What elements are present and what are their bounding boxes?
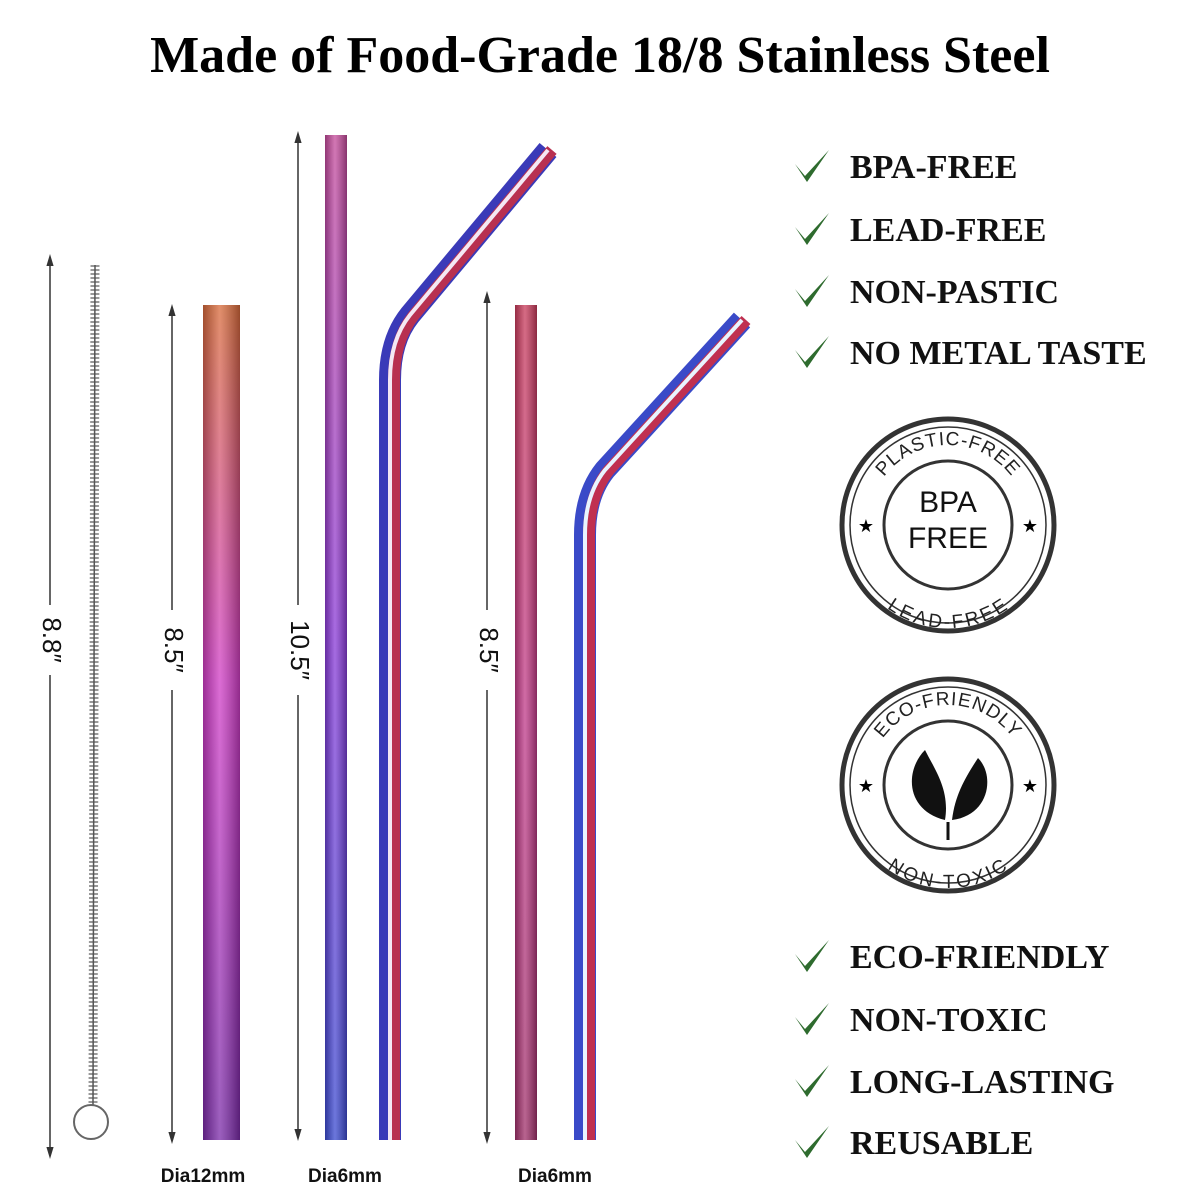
check-icon [795,336,829,368]
dimension-label: 8.5″ [159,627,189,672]
brush [73,264,109,1140]
svg-text:★: ★ [1022,516,1038,536]
svg-text:★: ★ [1022,776,1038,796]
svg-text:★: ★ [858,516,874,536]
feature: LONG-LASTING [850,1064,1115,1101]
feature: NON-TOXIC [850,1002,1048,1039]
check-icon [795,940,829,972]
badge-text: NON-TOXIC [885,855,1011,893]
feature: REUSABLE [850,1125,1033,1162]
feature: LEAD-FREE [850,212,1046,249]
title: Made of Food-Grade 18/8 Stainless Steel [150,27,1050,84]
dimension-label: 8.5″ [474,627,504,672]
badge-text: PLASTIC-FREE [872,429,1023,480]
check-icon [795,213,829,245]
badge-text: BPA [919,486,977,519]
check-icon [795,1126,829,1158]
badge-text: LEAD-FREE [884,594,1011,632]
feature: NON-PASTIC [850,274,1059,311]
check-icon [795,1065,829,1097]
straws [203,135,751,1140]
diameter-label: Dia6mm [518,1166,592,1187]
svg-text:PLASTIC-FREE: PLASTIC-FREE [872,429,1024,480]
check-icon [795,1003,829,1035]
diameter-label: Dia6mm [308,1166,382,1187]
svg-text:★: ★ [858,776,874,796]
feature: BPA-FREE [850,149,1017,186]
svg-text:NON-TOXIC: NON-TOXIC [885,855,1012,893]
feature: ECO-FRIENDLY [850,939,1109,976]
badge: ★ ★ PLASTIC-FREE LEAD-FREE BPA FREE [839,416,1057,634]
svg-text:LEAD-FREE: LEAD-FREE [884,594,1012,632]
dimension-label: 8.8″ [37,617,67,662]
feature: NO METAL TASTE [850,335,1147,372]
check-icon [795,150,829,182]
dimension-arrows [35,131,502,1159]
diameter-label: Dia12mm [161,1166,246,1187]
dimension-label: 10.5″ [285,620,315,680]
badge: ★ ★ ECO-FRIENDLY NON-TOXIC [839,676,1057,894]
badge-text: FREE [908,522,988,555]
check-icon [795,275,829,307]
